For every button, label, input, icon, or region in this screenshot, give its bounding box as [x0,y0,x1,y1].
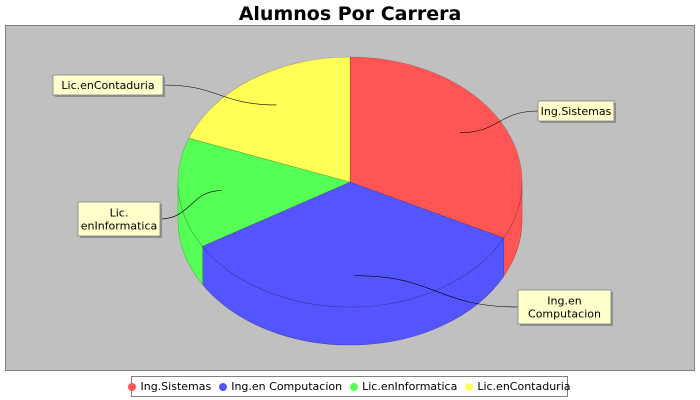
legend-swatch-lic-eninformatica [350,382,359,391]
labels-layer: Ing.Sistemas Ing.en Computacion Lic. enInfor… [52,74,616,326]
label-box-ing-en-computacion [517,289,612,325]
slice-side-lic-eninformatica [177,181,203,286]
slices-layer [177,56,523,346]
slice-label-ing-en-computacion: Ing.en Computacion [528,295,601,321]
legend-item-ing-en-computacion: Ing.en Computacion [219,380,342,393]
slice-label-ing-sistemas: Ing.Sistemas [541,105,612,118]
legend: Ing.Sistemas Ing.en Computacion Lic.enInfo… [128,376,571,397]
slice-lic-encontaduria[interactable] [188,56,351,183]
legend-item-lic-encontaduria: Lic.enContaduria [465,380,571,393]
label-box-lic-eninformatica [77,201,161,237]
chart-title: Alumnos Por Carrera [238,3,462,25]
legend-swatch-lic-encontaduria [465,382,474,391]
legend-swatch-ing-sistemas [128,382,137,391]
slice-ing-en-computacion[interactable] [202,181,505,308]
leader-line-ing-en-computacion [354,275,519,308]
leader-line-lic-encontaduria [162,84,277,106]
label-box-lic-encontaduria [52,74,164,96]
legend-item-ing-sistemas: Ing.Sistemas [128,380,211,393]
slice-label-lic-eninformatica: Lic. enInformatica [81,207,158,233]
slice-label-lic-encontaduria: Lic.enContaduria [61,79,154,92]
label-box-ing-sistemas [537,100,615,122]
legend-label-lic-eninformatica: Lic.enInformatica [362,380,458,393]
legend-label-ing-en-computacion: Ing.en Computacion [231,380,343,393]
legend-label-ing-sistemas: Ing.Sistemas [140,380,212,393]
legend-swatch-ing-en-computacion [219,382,228,391]
slice-ing-sistemas[interactable] [349,56,523,239]
leader-line-ing-sistemas [459,110,539,134]
legend-item-lic-eninformatica: Lic.enInformatica [350,380,457,393]
leader-line-lic-eninformatica [159,190,222,220]
slice-lic-eninformatica[interactable] [177,137,351,247]
legend-label-lic-encontaduria: Lic.enContaduria [477,380,571,393]
